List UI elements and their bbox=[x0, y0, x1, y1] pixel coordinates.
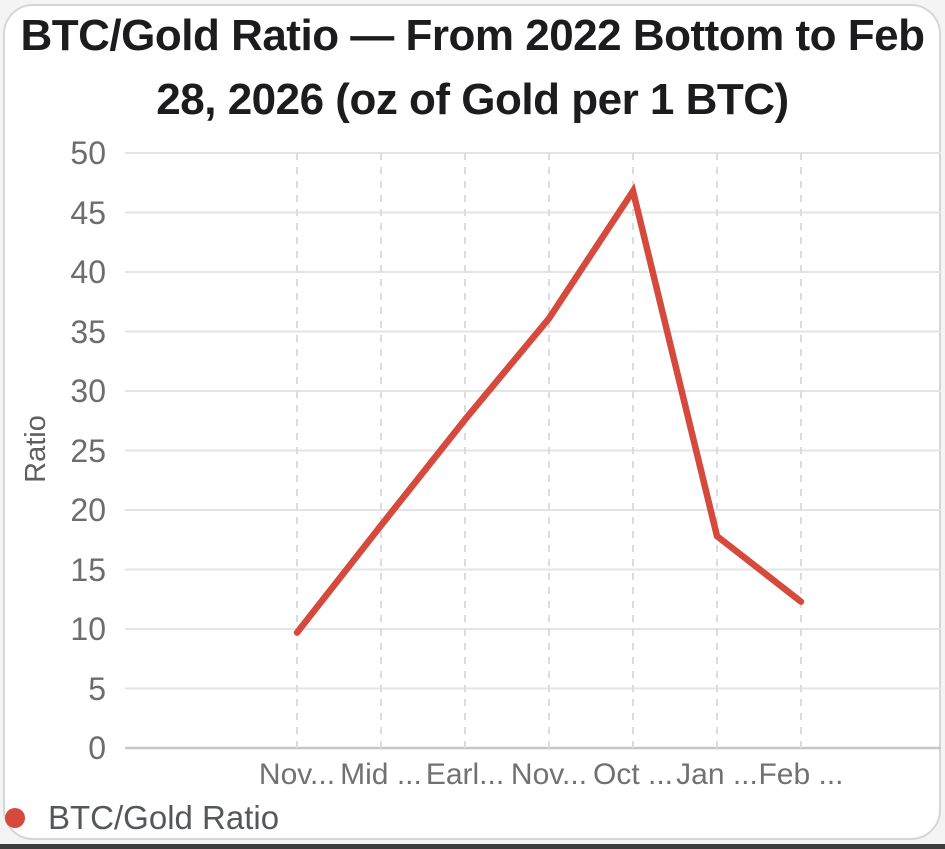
chart-title-line1: BTC/Gold Ratio — From 2022 Bottom to Feb bbox=[20, 11, 925, 60]
y-tick-label-40: 40 bbox=[70, 254, 106, 290]
chart-title-line2: 28, 2026 (oz of Gold per 1 BTC) bbox=[156, 75, 789, 124]
y-tick-label-10: 10 bbox=[70, 611, 106, 647]
x-tick-label-5: Jan ... bbox=[676, 758, 758, 791]
y-tick-label-30: 30 bbox=[70, 373, 106, 409]
x-tick-label-3: Nov... bbox=[510, 758, 588, 791]
x-tick-label-6: Feb ... bbox=[758, 758, 844, 791]
x-tick-label-1: Mid ... bbox=[340, 758, 422, 791]
x-tick-label-2: Earl... bbox=[425, 758, 505, 791]
x-tick-label-0: Nov... bbox=[258, 758, 336, 791]
legend-label: BTC/Gold Ratio bbox=[48, 799, 280, 836]
y-tick-label-5: 5 bbox=[88, 670, 106, 707]
y-tick-label-45: 45 bbox=[70, 194, 106, 231]
y-tick-label-15: 15 bbox=[70, 551, 106, 588]
y-tick-label-35: 35 bbox=[70, 313, 106, 350]
chart-title: BTC/Gold Ratio — From 2022 Bottom to Feb… bbox=[0, 4, 945, 132]
btc-gold-ratio-line[interactable] bbox=[293, 183, 805, 636]
x-tick-label-4: Oct ... bbox=[592, 758, 673, 791]
legend-marker-icon bbox=[5, 808, 25, 828]
y-tick-label-0: 0 bbox=[88, 730, 106, 766]
chart-card bbox=[3, 4, 941, 840]
y-tick-label-25: 25 bbox=[70, 432, 106, 469]
y-tick-label-50: 50 bbox=[70, 135, 106, 171]
y-tick-label-20: 20 bbox=[70, 492, 106, 528]
bottom-edge-strip bbox=[0, 844, 945, 849]
